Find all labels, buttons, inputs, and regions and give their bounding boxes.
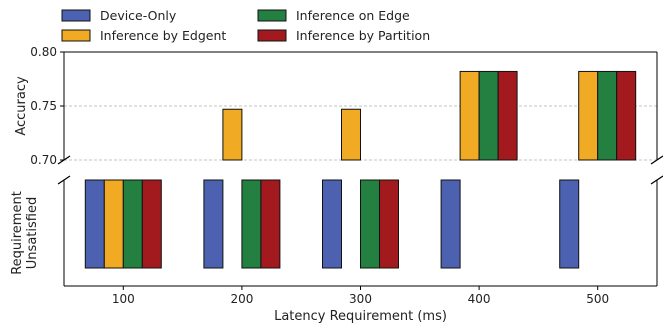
x-tick-label: 200 [230, 292, 253, 306]
bar [459, 70, 480, 161]
unsatisfied-bar [440, 179, 461, 269]
legend-label: Inference by Edgent [100, 28, 226, 43]
legend: Device-Only Inference by Edgent Inference … [61, 8, 430, 43]
axis-break-mark [57, 175, 71, 185]
bar [478, 70, 499, 161]
bar [578, 70, 599, 161]
upper-panel [64, 51, 657, 161]
y-tick-label: 0.80 [30, 45, 57, 59]
y-tick-label: 0.70 [30, 153, 57, 167]
x-axis-label: Latency Requirement (ms) [274, 309, 447, 324]
bar [616, 70, 637, 161]
legend-label: Inference by Partition [296, 28, 430, 43]
legend-swatch [61, 29, 91, 42]
x-tick-label: 300 [349, 292, 372, 306]
axis-break-mark [650, 155, 663, 165]
axis-break-mark [650, 175, 663, 185]
unsatisfied-bar [559, 179, 580, 269]
legend-swatch [257, 29, 287, 42]
x-tick-label: 100 [112, 292, 135, 306]
unsatisfied-bar [103, 179, 124, 269]
lower-y-axis-label: Requirement [10, 191, 25, 275]
unsatisfied-bar [241, 179, 262, 269]
axes: 0.70 0.75 0.80 100 200 300 400 500 Latency Requi… [10, 45, 663, 324]
unsatisfied-bar [141, 179, 162, 269]
bar [597, 70, 618, 161]
legend-label: Inference on Edge [296, 8, 410, 23]
x-tick-label: 500 [586, 292, 609, 306]
unsatisfied-bar [322, 179, 342, 269]
x-tick-label: 400 [468, 292, 491, 306]
bar [222, 108, 243, 161]
bar [341, 108, 361, 161]
lower-y-axis-label: Unsatisfied [25, 197, 40, 269]
legend-swatch [257, 9, 287, 22]
bar [497, 70, 518, 161]
unsatisfied-bar [360, 179, 380, 269]
lower-panel [84, 179, 580, 269]
legend-label: Device-Only [100, 8, 177, 23]
y-tick-label: 0.75 [30, 99, 57, 113]
y-axis-label: Accuracy [14, 76, 29, 136]
unsatisfied-bar [203, 179, 224, 269]
unsatisfied-bar [260, 179, 281, 269]
legend-swatch [61, 9, 91, 22]
unsatisfied-bar [84, 179, 105, 269]
unsatisfied-bar [379, 179, 399, 269]
unsatisfied-bar [122, 179, 143, 269]
